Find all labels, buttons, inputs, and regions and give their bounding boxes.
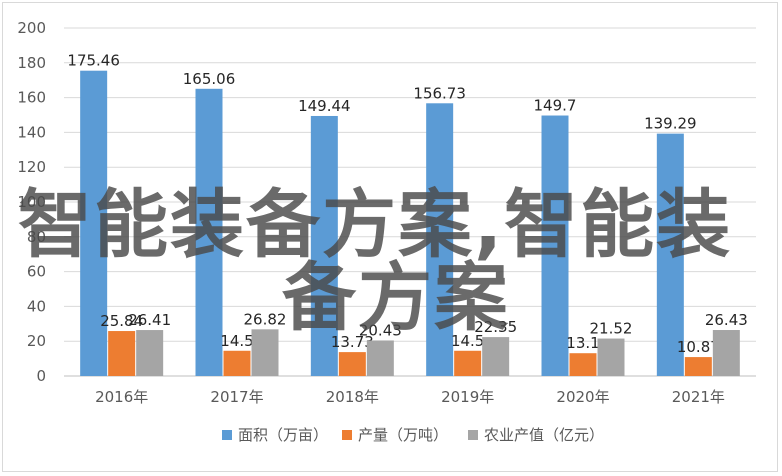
x-tick-label: 2019年: [441, 388, 494, 406]
x-tick-label: 2016年: [95, 388, 148, 406]
data-label: 20.43: [359, 321, 402, 339]
legend-label: 农业产值（亿元）: [484, 426, 604, 444]
bar: [482, 337, 510, 376]
data-label: 149.7: [534, 97, 577, 115]
data-label: 165.06: [183, 70, 236, 88]
bar: [454, 350, 482, 376]
data-label: 26.43: [705, 311, 748, 329]
data-label: 10.87: [677, 338, 720, 356]
legend-swatch: [222, 430, 232, 440]
bar: [195, 88, 223, 377]
data-label: 13.73: [331, 333, 374, 351]
data-label: 21.52: [590, 320, 633, 338]
legend-label: 面积（万亩）: [238, 426, 328, 444]
data-label: 156.73: [413, 84, 466, 102]
y-tick-label: 80: [27, 228, 46, 246]
bar: [223, 350, 251, 376]
bar: [569, 353, 597, 376]
data-label: 22.35: [474, 318, 517, 336]
legend-label: 产量（万吨）: [358, 426, 448, 444]
bar: [426, 103, 454, 377]
x-tick-label: 2020年: [556, 388, 609, 406]
y-tick-label: 200: [17, 19, 46, 37]
y-tick-label: 160: [17, 89, 46, 107]
bar: [80, 70, 108, 377]
data-label: 26.82: [244, 310, 287, 328]
y-tick-label: 40: [27, 297, 46, 315]
y-tick-label: 20: [27, 332, 46, 350]
bar: [366, 340, 394, 376]
y-tick-label: 120: [17, 158, 46, 176]
bar: [712, 330, 740, 376]
bar: [251, 329, 279, 376]
bar: [108, 331, 136, 376]
data-label: 149.44: [298, 97, 351, 115]
data-label: 26.41: [128, 311, 171, 329]
bar: [684, 357, 712, 376]
data-label: 14.5: [451, 332, 484, 350]
y-tick-label: 60: [27, 263, 46, 281]
y-tick-label: 0: [36, 367, 46, 385]
bar: [656, 133, 684, 376]
x-tick-label: 2017年: [210, 388, 263, 406]
legend-swatch: [342, 430, 352, 440]
data-label: 13.1: [566, 334, 599, 352]
x-tick-label: 2018年: [326, 388, 379, 406]
y-tick-label: 100: [17, 193, 46, 211]
bar: [338, 352, 366, 376]
legend-swatch: [468, 430, 478, 440]
data-label: 25.84: [100, 312, 143, 330]
data-label: 14.5: [220, 332, 253, 350]
y-tick-label: 180: [17, 54, 46, 72]
bar: [136, 330, 164, 376]
y-tick-label: 140: [17, 123, 46, 141]
bar: [310, 115, 338, 377]
bar: [597, 338, 625, 376]
x-tick-label: 2021年: [672, 388, 725, 406]
data-label: 139.29: [644, 115, 697, 133]
data-label: 175.46: [67, 52, 120, 70]
bar: [541, 115, 569, 376]
